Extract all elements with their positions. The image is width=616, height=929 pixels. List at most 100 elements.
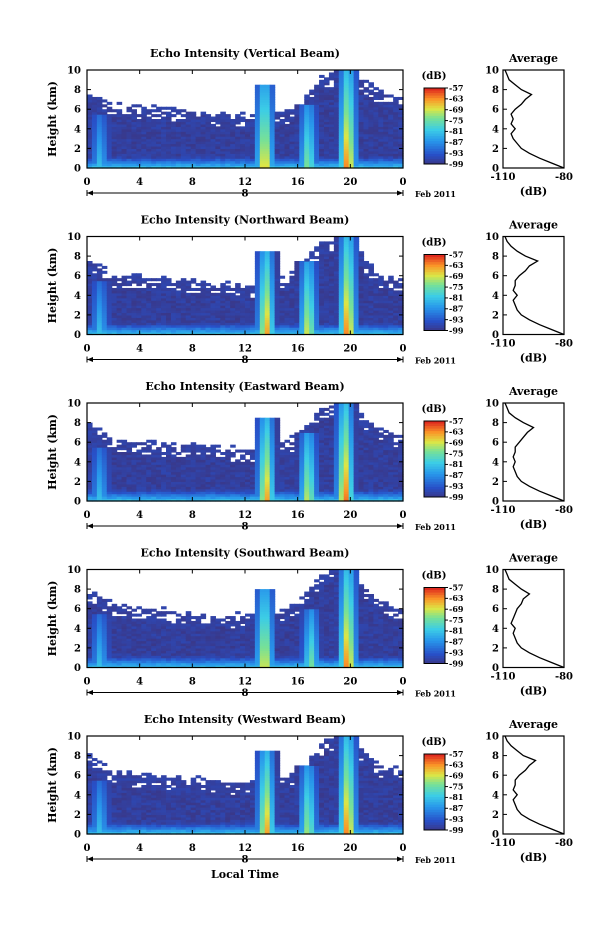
heatmap-cell — [333, 498, 340, 502]
heatmap-cell — [279, 466, 286, 470]
heatmap-cell — [328, 417, 335, 421]
heatmap-cell — [274, 160, 281, 164]
heatmap-cell — [136, 126, 142, 130]
heatmap-cell — [230, 498, 236, 502]
heatmap-cell — [254, 126, 261, 130]
heatmap-cell — [264, 464, 271, 468]
heatmap-cell — [91, 429, 98, 433]
heatmap-cell — [91, 439, 98, 443]
heatmap-cell — [101, 461, 108, 465]
heatmap-cell — [388, 302, 394, 306]
heatmap-cell — [358, 96, 365, 100]
heatmap-cell — [388, 143, 394, 147]
colorbar-tick-label: -99 — [449, 325, 464, 335]
heatmap-cell — [146, 136, 152, 140]
colorbar-swatch — [424, 284, 445, 288]
heatmap-cell — [254, 141, 261, 145]
heatmap-cell — [353, 74, 360, 78]
heatmap-cell — [269, 474, 276, 478]
heatmap-cell — [235, 150, 241, 154]
heatmap-cell — [96, 461, 103, 465]
heatmap-cell — [398, 160, 404, 164]
heatmap-cell — [245, 295, 251, 299]
heatmap-cell — [91, 280, 98, 284]
heatmap-cell — [304, 295, 310, 299]
heatmap-cell — [324, 488, 330, 492]
heatmap-cell — [106, 332, 113, 336]
heatmap-cell — [324, 273, 330, 277]
heatmap-cell — [289, 481, 295, 485]
heatmap-cell — [328, 106, 335, 110]
heatmap-cell — [225, 461, 231, 465]
heatmap-cell — [101, 310, 108, 314]
heatmap-cell — [116, 312, 123, 316]
heatmap-cell — [333, 493, 340, 497]
heatmap-cell — [116, 481, 123, 485]
heatmap-cell — [319, 422, 325, 426]
heatmap-cell — [175, 119, 182, 123]
heatmap-cell — [363, 283, 370, 287]
heatmap-cell — [141, 310, 147, 314]
heatmap-cell — [146, 471, 152, 475]
heatmap-cell — [101, 496, 108, 500]
heatmap-cell — [116, 491, 123, 495]
heatmap-cell — [91, 145, 98, 149]
heatmap-cell — [348, 126, 355, 130]
heatmap-cell — [393, 290, 399, 294]
heatmap-cell — [259, 332, 266, 336]
heatmap-cell — [373, 128, 379, 132]
heatmap-cell — [284, 483, 291, 487]
heatmap-cell — [146, 148, 152, 152]
heatmap-cell — [324, 434, 330, 438]
heatmap-cell — [269, 478, 276, 482]
heatmap-cell — [284, 305, 291, 309]
heatmap-cell — [210, 469, 216, 473]
heatmap-cell — [146, 327, 152, 331]
heatmap-cell — [309, 285, 315, 289]
heatmap-cell — [363, 292, 370, 296]
heatmap-cell — [264, 292, 271, 296]
heatmap-cell — [195, 305, 202, 309]
heatmap-cell — [87, 158, 93, 162]
heatmap-cell — [289, 121, 295, 125]
heatmap-cell — [170, 322, 177, 326]
heatmap-cell — [314, 456, 320, 460]
heatmap-cell — [378, 278, 384, 282]
heatmap-cell — [230, 160, 236, 164]
heatmap-cell — [328, 474, 335, 478]
heatmap-cell — [254, 114, 261, 118]
heatmap-cell — [373, 273, 379, 277]
heatmap-cell — [299, 474, 305, 478]
heatmap-cell — [180, 312, 187, 316]
heatmap-cell — [87, 297, 93, 301]
heatmap-cell — [161, 163, 167, 167]
heatmap-cell — [294, 138, 300, 142]
heatmap-cell — [240, 126, 246, 130]
heatmap-cell — [121, 314, 128, 318]
heatmap-cell — [319, 452, 325, 456]
heatmap-cell — [309, 295, 315, 299]
heatmap-cell — [156, 165, 162, 169]
heatmap-cell — [274, 449, 281, 453]
heatmap-cell — [205, 133, 212, 137]
heatmap-cell — [299, 454, 305, 458]
heatmap-cell — [319, 133, 325, 137]
heatmap-cell — [141, 163, 147, 167]
heatmap-cell — [96, 270, 103, 274]
heatmap-cell — [264, 268, 271, 272]
heatmap-cell — [393, 160, 399, 164]
heatmap-cell — [96, 114, 103, 118]
heatmap-cell — [254, 493, 261, 497]
heatmap-cell — [324, 283, 330, 287]
heatmap-cell — [170, 297, 177, 301]
heatmap-cell — [368, 123, 374, 127]
heatmap-cell — [170, 138, 177, 142]
heatmap-cell — [235, 163, 241, 167]
heatmap-cell — [91, 275, 98, 279]
heatmap-cell — [309, 123, 315, 127]
heatmap-cell — [146, 488, 152, 492]
heatmap-cell — [220, 474, 226, 478]
heatmap-cell — [185, 456, 192, 460]
heatmap-cell — [111, 319, 118, 323]
heatmap-cell — [294, 111, 300, 115]
